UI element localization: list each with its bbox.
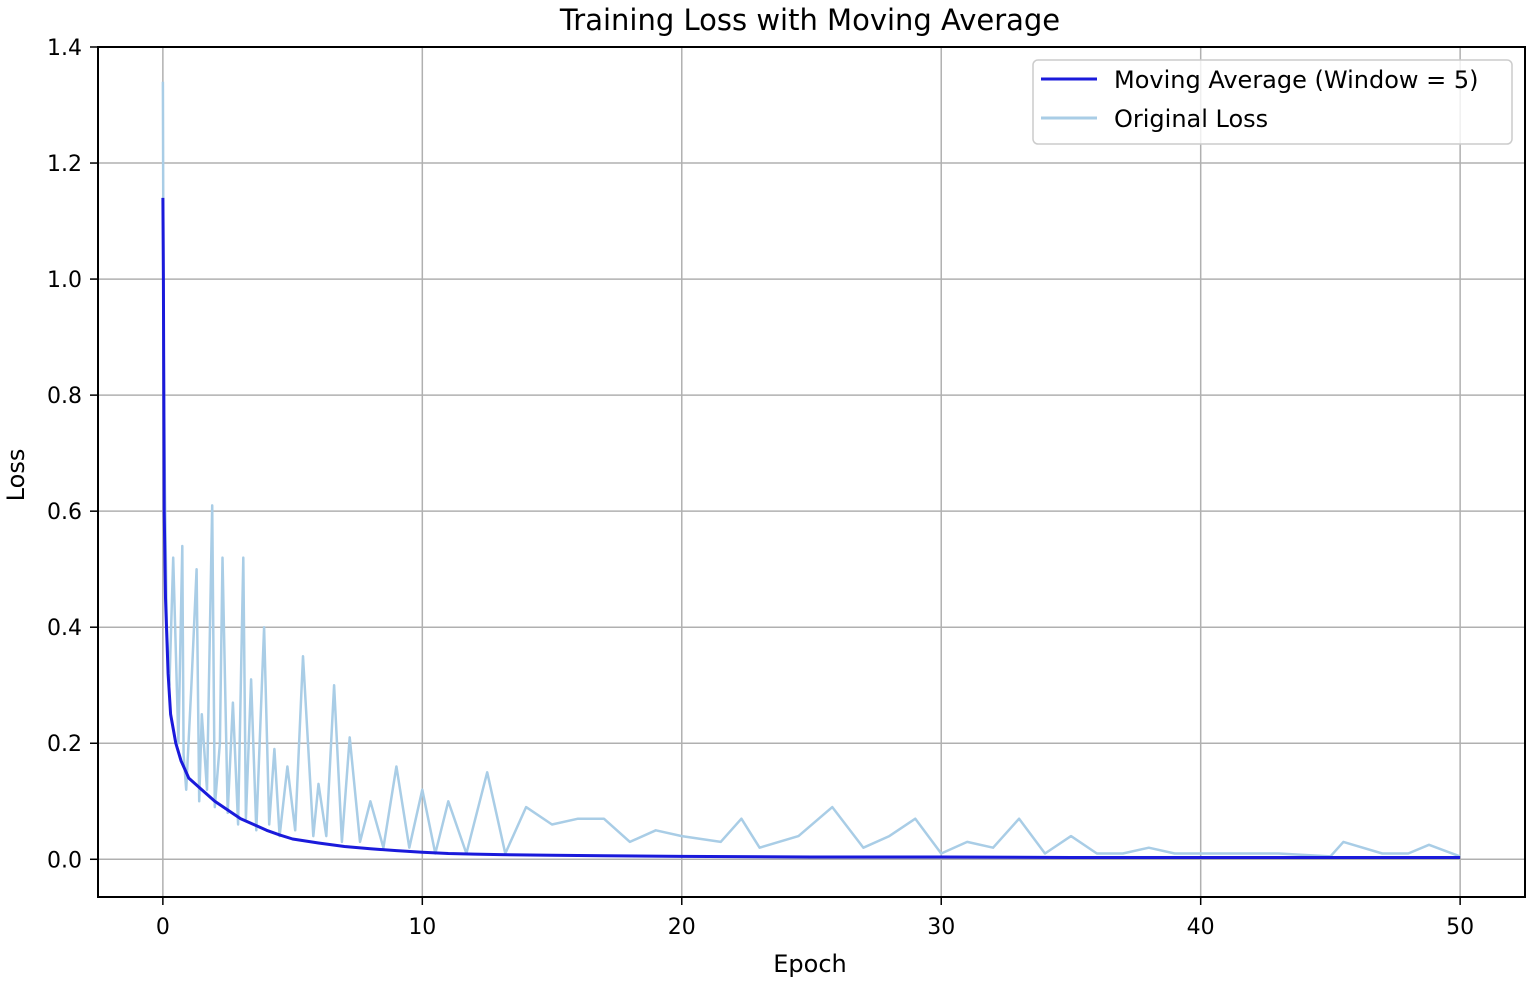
y-tick-label: 0.4 [47, 616, 82, 641]
y-tick-label: 0.0 [47, 848, 82, 873]
x-tick-label: 30 [927, 915, 955, 940]
y-tick-label: 1.4 [47, 36, 82, 61]
y-tick-label: 1.2 [47, 152, 82, 177]
x-tick-label: 50 [1446, 915, 1474, 940]
chart-title: Training Loss with Moving Average [559, 3, 1060, 37]
x-axis-title: Epoch [773, 950, 847, 978]
series-line-moving-average [161, 197, 1461, 859]
legend: Moving Average (Window = 5) Original Los… [1032, 59, 1513, 145]
y-axis-title: Loss [2, 449, 30, 502]
y-tick-label: 0.2 [47, 732, 82, 757]
y-tick-label: 0.6 [47, 500, 82, 525]
x-tick-label: 10 [408, 915, 436, 940]
x-tick-label: 20 [668, 915, 696, 940]
legend-label-moving-average: Moving Average (Window = 5) [1114, 66, 1479, 94]
y-tick-label: 1.0 [47, 268, 82, 293]
legend-box [1032, 59, 1513, 145]
plot-frame [97, 46, 1526, 898]
ticks-layer: 0 10 20 30 40 50 0.0 0.2 0.4 0.6 0.8 1.0 1.2 1.4 [47, 36, 1474, 940]
series-layer [161, 81, 1461, 859]
x-tick-label: 40 [1187, 915, 1215, 940]
legend-label-original-loss: Original Loss [1114, 105, 1268, 133]
series-line-original-loss [161, 81, 1461, 858]
y-tick-label: 0.8 [47, 384, 82, 409]
x-tick-label: 0 [156, 915, 170, 940]
